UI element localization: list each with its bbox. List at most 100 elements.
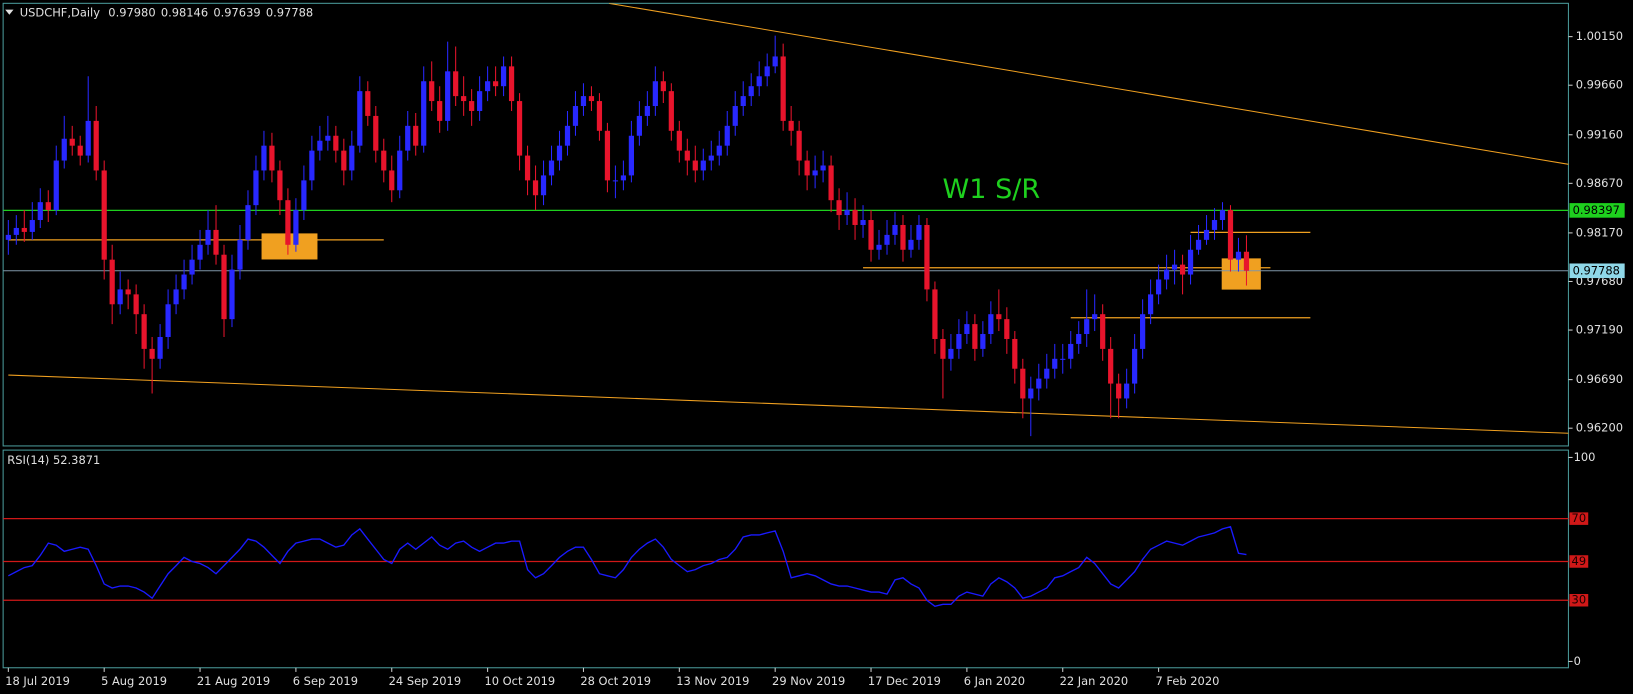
candle-body — [812, 170, 818, 176]
candle-body — [229, 269, 235, 320]
candle-body — [788, 120, 794, 131]
candle-body — [1028, 388, 1034, 399]
candle-body — [149, 348, 155, 359]
main-plot: W1 S/R — [3, 3, 1569, 437]
rsi-pane — [2, 449, 1569, 669]
candle-body — [548, 160, 555, 176]
candle-body — [940, 338, 946, 359]
candle-body — [612, 180, 619, 182]
x-tick-label: 6 Sep 2019 — [293, 674, 358, 688]
candle-body — [445, 71, 451, 121]
x-tick-label: 29 Nov 2019 — [772, 674, 845, 688]
candle-body — [692, 160, 698, 171]
candle-body — [213, 229, 219, 255]
candle-body — [1171, 264, 1178, 270]
candle-body — [1227, 210, 1234, 260]
y-tick-label: 1.00150 — [1576, 29, 1623, 43]
candle-body — [644, 106, 650, 116]
candle-body — [277, 170, 283, 201]
candle-body — [844, 210, 850, 216]
candle-body — [700, 160, 706, 171]
candle-body — [13, 227, 19, 235]
x-tick-label: 10 Oct 2019 — [484, 674, 555, 688]
candle-body — [892, 224, 898, 235]
y-tick-label: 0.96200 — [1576, 421, 1623, 435]
candle-body — [133, 294, 139, 315]
candle-body — [740, 96, 746, 107]
candle-body — [477, 91, 483, 111]
highlight-box — [1221, 258, 1261, 290]
candle-body — [181, 274, 187, 290]
candle-body — [1235, 251, 1242, 260]
rsi-level-label: 70 — [1572, 511, 1587, 525]
candle-body — [932, 289, 938, 339]
candle-body — [205, 229, 211, 245]
candle-body — [532, 180, 539, 196]
candle-body — [77, 145, 83, 156]
x-tick-label: 6 Jan 2020 — [964, 674, 1025, 688]
candle-body — [317, 140, 323, 151]
sr-price-label: 0.98397 — [1573, 203, 1620, 217]
candle-body — [1060, 358, 1066, 360]
candle-body — [876, 244, 882, 250]
candle-body — [245, 205, 251, 240]
candle-body — [269, 145, 275, 171]
candle-body — [1108, 348, 1114, 384]
candle-body — [1211, 220, 1218, 230]
open-quote: 0.97980 — [108, 5, 155, 19]
candle-body — [413, 125, 419, 146]
candle-body — [1148, 294, 1154, 315]
candle-body — [988, 314, 994, 335]
symbol-header: USDCHF,Daily 0.97980 0.98146 0.97639 0.97788 — [20, 5, 313, 19]
y-tick-label: 0.98670 — [1576, 176, 1623, 190]
candle-body — [676, 130, 682, 151]
candle-body — [796, 130, 802, 161]
candle-body — [165, 304, 171, 337]
candle-body — [437, 101, 443, 121]
y-tick-label: 0.99660 — [1576, 78, 1623, 92]
candle-body — [652, 81, 658, 107]
candle-body — [349, 145, 355, 171]
candle-body — [45, 202, 51, 211]
x-tick-label: 5 Aug 2019 — [101, 674, 167, 688]
candle-body — [389, 170, 395, 191]
candle-body — [293, 210, 299, 245]
candle-body — [972, 324, 978, 349]
candle-body — [948, 348, 954, 359]
candle-body — [1140, 314, 1146, 349]
candle-body — [684, 150, 690, 161]
candle-body — [780, 56, 786, 121]
candle-body — [197, 244, 203, 260]
candle-body — [1012, 338, 1018, 369]
symbol: USDCHF,Daily — [20, 5, 100, 19]
candle-body — [301, 180, 307, 211]
candle-body — [820, 165, 826, 171]
candle-body — [924, 224, 930, 290]
candle-body — [716, 145, 722, 156]
candle-body — [604, 130, 611, 181]
x-tick-label: 28 Oct 2019 — [580, 674, 651, 688]
candle-body — [253, 170, 259, 206]
candle-body — [157, 336, 163, 359]
candle-body — [636, 115, 642, 136]
candle-body — [261, 145, 267, 171]
candle-body — [516, 101, 523, 156]
y-tick-label: 0.96690 — [1576, 372, 1623, 386]
candle-body — [1076, 334, 1082, 344]
candle-body — [69, 138, 75, 146]
candle-body — [708, 155, 714, 161]
last-price-label: 0.97788 — [1573, 263, 1620, 277]
candle-body — [1068, 343, 1074, 359]
candle-body — [860, 220, 866, 225]
menu-triangle[interactable] — [5, 9, 14, 15]
candle-body — [596, 101, 603, 131]
candle-body — [732, 106, 738, 126]
x-tick-label: 24 Sep 2019 — [389, 674, 462, 688]
candle-body — [357, 91, 363, 146]
candle-body — [764, 66, 770, 77]
candle-body — [900, 224, 906, 250]
candle-body — [868, 220, 874, 250]
candle-body — [492, 81, 499, 87]
high-quote: 0.98146 — [161, 5, 208, 19]
x-tick-label: 7 Feb 2020 — [1155, 674, 1219, 688]
